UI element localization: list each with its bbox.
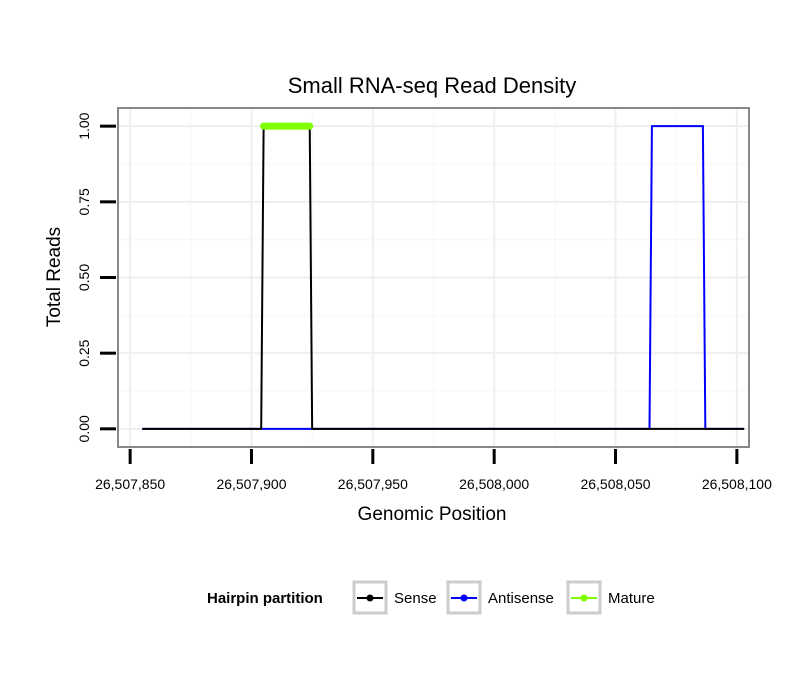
series-layer [142, 122, 745, 430]
legend-entry-antisense: Antisense [446, 580, 554, 615]
legend-key-point [460, 594, 468, 602]
x-tick-label: 26,508,000 [459, 476, 529, 492]
legend-entry-sense: Sense [352, 580, 437, 615]
x-axis: 26,507,850 26,507,900 26,507,950 26,508,000… [95, 449, 772, 492]
legend-key-point [580, 594, 588, 602]
y-axis-title: Total Reads [44, 227, 65, 327]
legend-title: Hairpin partition [207, 590, 323, 607]
x-tick-label: 26,508,050 [580, 476, 650, 492]
legend: Hairpin partition Sense Antisense Mature [207, 580, 655, 615]
plot-border [117, 107, 750, 448]
y-tick-label: 0.50 [76, 264, 92, 291]
x-tick-label: 26,507,950 [338, 476, 408, 492]
x-tick-label: 26,507,850 [95, 476, 165, 492]
gridlines [118, 108, 749, 447]
chart-title: Small RNA-seq Read Density [288, 73, 577, 98]
legend-label: Antisense [488, 590, 554, 607]
x-tick-label: 26,508,100 [702, 476, 772, 492]
y-tick-label: 0.00 [76, 415, 92, 442]
legend-key-point [366, 594, 374, 602]
y-tick-label: 1.00 [76, 112, 92, 139]
x-tick-label: 26,507,900 [216, 476, 286, 492]
legend-label: Sense [394, 590, 437, 607]
legend-entry-mature: Mature [566, 580, 655, 615]
y-tick-label: 0.25 [76, 339, 92, 366]
y-axis: 0.00 0.25 0.50 0.75 1.00 [76, 112, 116, 442]
x-axis-title: Genomic Position [358, 504, 507, 525]
y-tick-label: 0.75 [76, 188, 92, 215]
legend-label: Mature [608, 590, 655, 607]
